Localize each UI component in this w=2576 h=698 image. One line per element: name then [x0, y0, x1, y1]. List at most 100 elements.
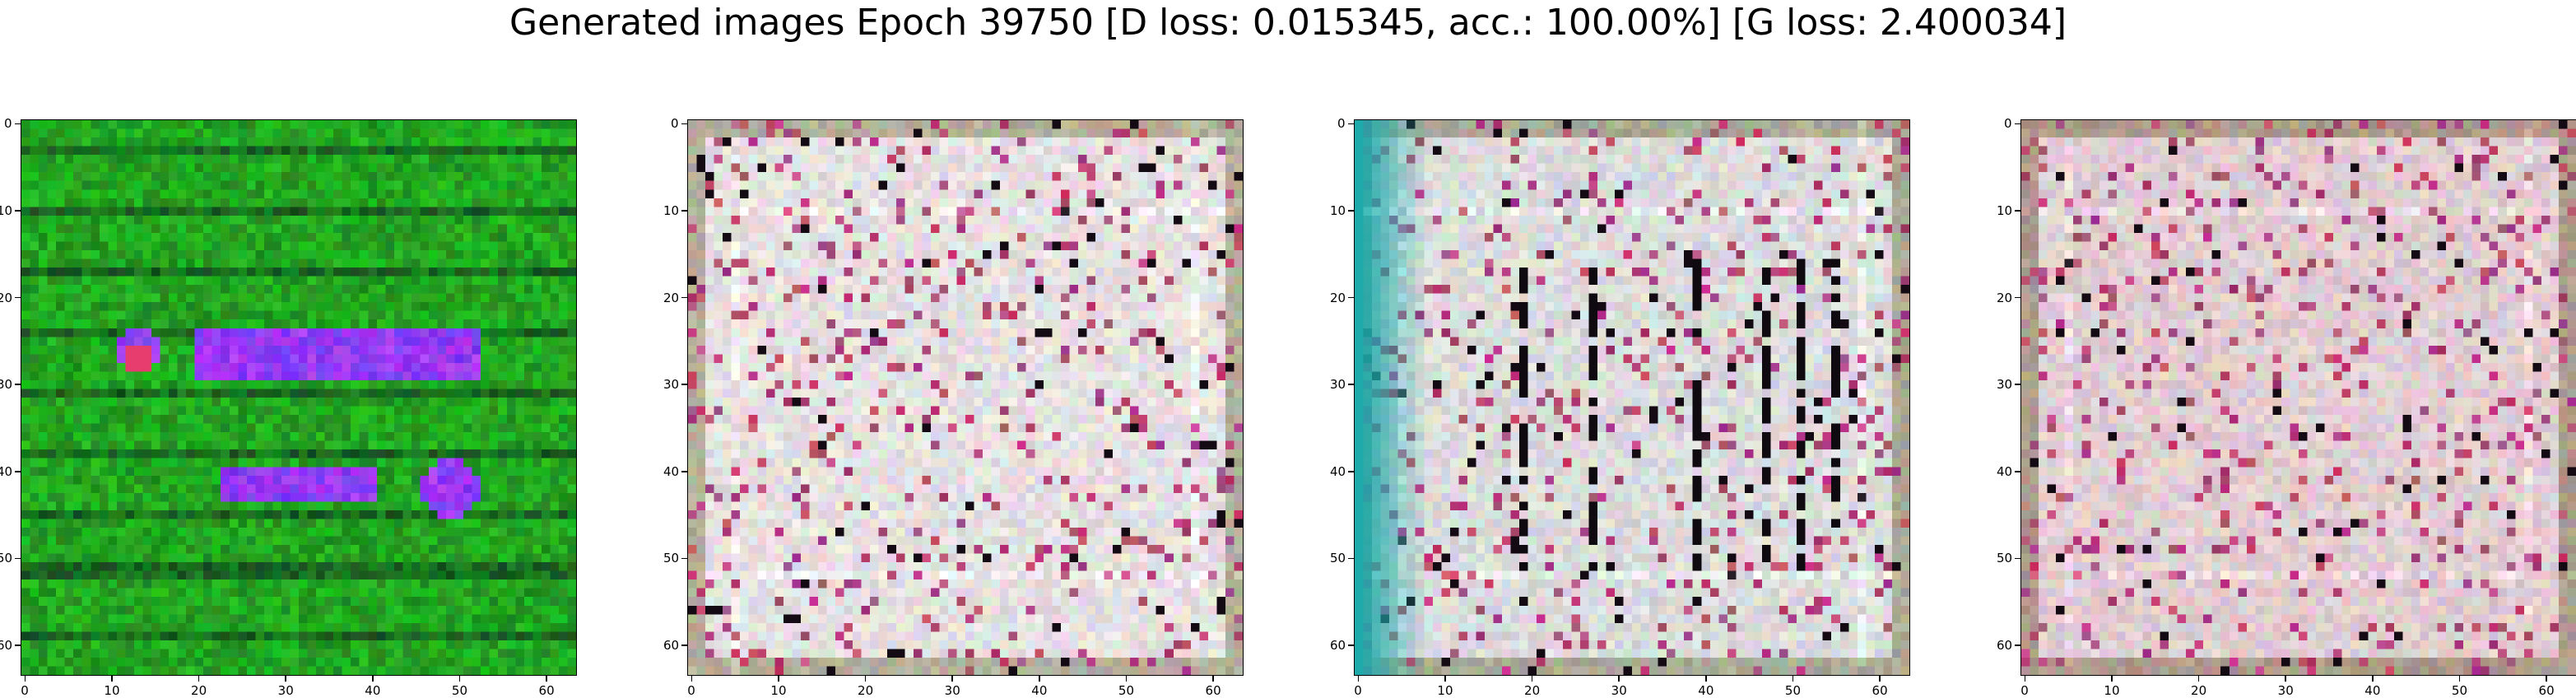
- y-tick-mark: [681, 296, 687, 299]
- x-tick-mark: [1705, 676, 1707, 682]
- x-tick-label: 40: [1031, 683, 1048, 698]
- x-tick-mark: [198, 676, 200, 682]
- x-tick-label: 40: [2364, 683, 2381, 698]
- x-tick-mark: [372, 676, 374, 682]
- x-tick-mark: [285, 676, 286, 682]
- x-tick-label: 0: [2020, 683, 2029, 698]
- y-tick-mark: [1348, 384, 1354, 385]
- x-tick-label: 0: [21, 683, 29, 698]
- y-tick-mark: [1348, 557, 1354, 560]
- x-tick-label: 60: [538, 683, 555, 698]
- x-tick-label: 30: [1611, 683, 1627, 698]
- x-tick-mark: [2458, 676, 2461, 682]
- x-tick-mark: [1357, 676, 1360, 682]
- x-tick-mark: [1212, 676, 1214, 682]
- y-tick-mark: [2015, 384, 2020, 385]
- y-tick-mark: [1348, 296, 1354, 299]
- y-tick-mark: [2015, 644, 2020, 646]
- y-tick-mark: [681, 471, 687, 472]
- y-tick-label: 50: [663, 551, 680, 566]
- y-tick-label: 0: [2004, 116, 2012, 132]
- generated-image-3: [1354, 119, 1910, 676]
- x-tick-label: 40: [365, 683, 381, 698]
- y-tick-mark: [681, 557, 687, 560]
- y-tick-label: 60: [1330, 638, 1346, 654]
- y-tick-label: 30: [1997, 377, 2013, 393]
- y-tick-mark: [2015, 557, 2020, 560]
- x-tick-mark: [1618, 676, 1620, 682]
- generated-image-pixels: [1355, 120, 1909, 675]
- y-tick-mark: [681, 644, 687, 646]
- figure-title: Generated images Epoch 39750 [D loss: 0.…: [509, 2, 2067, 44]
- y-tick-label: 10: [1330, 202, 1346, 218]
- x-tick-label: 50: [2451, 683, 2467, 698]
- y-tick-label: 20: [1997, 290, 2013, 305]
- y-tick-label: 20: [0, 290, 13, 305]
- generated-image-pixels: [688, 120, 1243, 675]
- x-tick-mark: [864, 676, 867, 682]
- y-tick-mark: [2015, 210, 2020, 212]
- x-tick-mark: [1792, 676, 1794, 682]
- x-tick-label: 40: [1698, 683, 1714, 698]
- x-tick-label: 0: [687, 683, 695, 698]
- y-tick-label: 20: [1330, 290, 1346, 305]
- y-tick-mark: [15, 123, 21, 125]
- y-tick-mark: [15, 384, 21, 385]
- y-tick-label: 50: [1330, 551, 1346, 566]
- x-tick-label: 20: [858, 683, 874, 698]
- x-tick-label: 30: [944, 683, 960, 698]
- y-tick-label: 10: [1997, 202, 2013, 218]
- generated-image-pixels: [2021, 120, 2576, 675]
- y-tick-label: 30: [1330, 377, 1346, 393]
- x-tick-mark: [690, 676, 693, 682]
- x-tick-label: 50: [1118, 683, 1134, 698]
- x-tick-label: 10: [1437, 683, 1453, 698]
- y-tick-label: 0: [671, 116, 679, 132]
- x-tick-mark: [951, 676, 953, 682]
- y-tick-mark: [15, 471, 21, 472]
- y-tick-label: 30: [0, 377, 13, 393]
- y-tick-mark: [1348, 644, 1354, 646]
- x-tick-mark: [2111, 676, 2113, 682]
- y-tick-label: 10: [663, 202, 680, 218]
- generated-image-1: [21, 119, 577, 676]
- y-tick-label: 60: [1997, 638, 2013, 654]
- x-tick-mark: [546, 676, 547, 682]
- x-tick-label: 30: [277, 683, 294, 698]
- x-tick-mark: [2546, 676, 2547, 682]
- x-tick-mark: [2024, 676, 2026, 682]
- x-tick-label: 20: [2191, 683, 2207, 698]
- x-tick-label: 60: [1872, 683, 1888, 698]
- y-tick-mark: [681, 384, 687, 385]
- y-tick-mark: [1348, 210, 1354, 212]
- y-tick-label: 50: [0, 551, 13, 566]
- y-tick-mark: [15, 644, 21, 646]
- x-tick-label: 50: [451, 683, 467, 698]
- x-tick-mark: [1879, 676, 1881, 682]
- x-tick-mark: [111, 676, 113, 682]
- y-tick-label: 30: [663, 377, 680, 393]
- x-tick-label: 20: [191, 683, 207, 698]
- generated-image-pixels: [21, 120, 576, 675]
- y-tick-mark: [2015, 123, 2020, 125]
- x-tick-mark: [1444, 676, 1446, 682]
- y-tick-mark: [15, 296, 21, 299]
- y-tick-label: 0: [1337, 116, 1346, 132]
- x-tick-mark: [2285, 676, 2286, 682]
- generated-image-2: [687, 119, 1244, 676]
- y-tick-label: 60: [0, 638, 13, 654]
- y-tick-label: 40: [1330, 463, 1346, 479]
- y-tick-label: 40: [0, 463, 13, 479]
- x-tick-mark: [778, 676, 779, 682]
- x-tick-label: 50: [1784, 683, 1801, 698]
- y-tick-mark: [2015, 296, 2020, 299]
- y-tick-label: 10: [0, 202, 13, 218]
- x-tick-label: 10: [104, 683, 120, 698]
- x-tick-mark: [1125, 676, 1128, 682]
- x-tick-label: 0: [1354, 683, 1362, 698]
- x-tick-mark: [24, 676, 26, 682]
- generated-image-4: [2020, 119, 2576, 676]
- x-tick-label: 10: [2104, 683, 2120, 698]
- y-tick-mark: [15, 210, 21, 212]
